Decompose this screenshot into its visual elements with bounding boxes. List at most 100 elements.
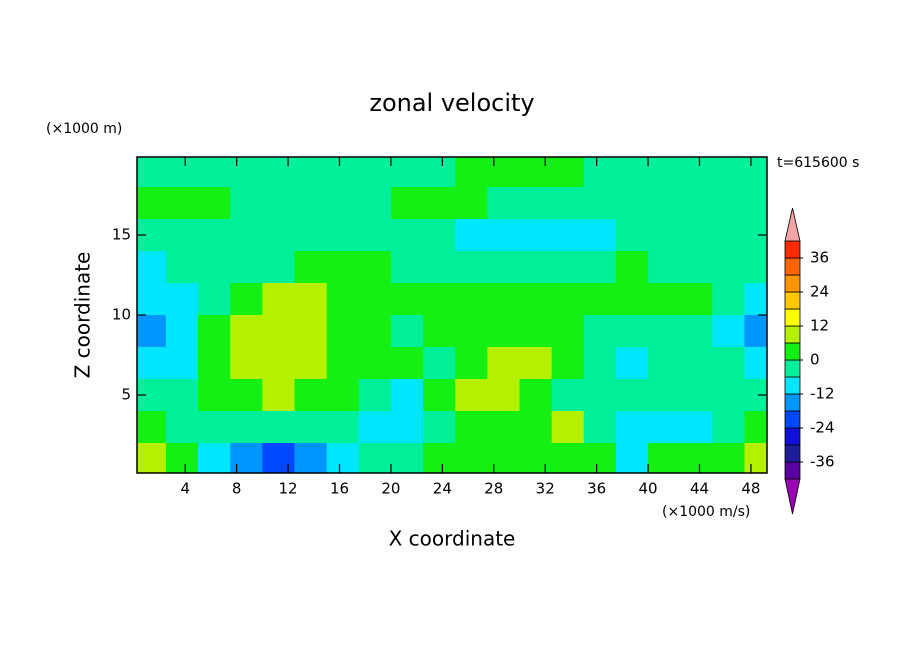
contour-cell bbox=[198, 157, 231, 188]
contour-cell bbox=[262, 219, 295, 252]
contour-cell bbox=[615, 283, 649, 316]
contour-cell bbox=[230, 411, 263, 444]
contour-cell bbox=[262, 379, 295, 412]
contour-cell bbox=[615, 379, 649, 412]
x-tick-label: 24 bbox=[433, 480, 452, 498]
contour-cell bbox=[165, 187, 199, 220]
colorbar-box bbox=[784, 342, 801, 361]
contour-cell bbox=[262, 443, 295, 474]
contour-cell bbox=[358, 411, 392, 444]
contour-cell bbox=[519, 443, 553, 474]
contour-cell bbox=[137, 251, 167, 284]
contour-cell bbox=[744, 315, 768, 348]
contour-cell bbox=[712, 347, 745, 380]
contour-cell bbox=[326, 283, 360, 316]
contour-cell bbox=[744, 251, 768, 284]
contour-cell bbox=[230, 251, 263, 284]
contour-cell bbox=[137, 347, 167, 380]
contour-cell bbox=[390, 347, 424, 380]
contour-cell bbox=[137, 411, 167, 444]
contour-cell bbox=[137, 315, 167, 348]
contour-cell bbox=[712, 157, 745, 188]
time-label: t=615600 s bbox=[777, 155, 859, 171]
contour-cell bbox=[519, 411, 553, 444]
contour-cell bbox=[551, 157, 585, 188]
contour-cell bbox=[615, 315, 649, 348]
contour-cell bbox=[262, 251, 295, 284]
colorbar-tick-label: 12 bbox=[810, 317, 829, 335]
contour-cell bbox=[519, 219, 553, 252]
contour-cell bbox=[294, 157, 328, 188]
colorbar-tick-label: -24 bbox=[810, 419, 835, 437]
contour-cell bbox=[648, 187, 681, 220]
contour-cell bbox=[198, 251, 231, 284]
contour-cell bbox=[519, 283, 553, 316]
contour-cell bbox=[551, 443, 585, 474]
contour-cell bbox=[583, 411, 617, 444]
contour-cell bbox=[423, 443, 456, 474]
contour-cell bbox=[230, 283, 263, 316]
contour-cell bbox=[487, 315, 520, 348]
contour-cell bbox=[712, 219, 745, 252]
contour-cell bbox=[358, 443, 392, 474]
x-tick-label: 28 bbox=[484, 480, 503, 498]
contour-cell bbox=[165, 251, 199, 284]
contour-cell bbox=[583, 315, 617, 348]
contour-cell bbox=[744, 283, 768, 316]
contour-cell bbox=[744, 443, 768, 474]
contour-cell bbox=[487, 347, 520, 380]
contour-cell bbox=[680, 315, 713, 348]
colorbar-triangle-high bbox=[784, 207, 801, 242]
contour-cell bbox=[230, 315, 263, 348]
colorbar-box bbox=[784, 461, 801, 480]
contour-cell bbox=[423, 411, 456, 444]
colorbar-triangle-low bbox=[784, 478, 801, 515]
contour-cell bbox=[165, 315, 199, 348]
contour-cell bbox=[519, 379, 553, 412]
y-tick-label: 10 bbox=[112, 306, 131, 324]
contour-cell bbox=[519, 251, 553, 284]
contour-cell bbox=[487, 187, 520, 220]
contour-cell bbox=[326, 219, 360, 252]
contour-cell bbox=[551, 379, 585, 412]
contour-cell bbox=[455, 315, 488, 348]
contour-cell bbox=[615, 187, 649, 220]
contour-cell bbox=[230, 443, 263, 474]
contour-cell bbox=[198, 379, 231, 412]
contour-cell bbox=[137, 443, 167, 474]
contour-cell bbox=[390, 157, 424, 188]
contour-cell bbox=[230, 219, 263, 252]
contour-cell bbox=[487, 251, 520, 284]
contour-cell bbox=[165, 347, 199, 380]
contour-cell bbox=[519, 157, 553, 188]
contour-cell bbox=[198, 187, 231, 220]
contour-cell bbox=[583, 283, 617, 316]
contour-cell bbox=[390, 283, 424, 316]
contour-cell bbox=[551, 347, 585, 380]
x-tick-label: 20 bbox=[381, 480, 400, 498]
contour-cell bbox=[551, 411, 585, 444]
contour-cell bbox=[326, 347, 360, 380]
contour-cell bbox=[712, 315, 745, 348]
contour-cell bbox=[165, 219, 199, 252]
contour-cell bbox=[326, 411, 360, 444]
contour-cell bbox=[648, 219, 681, 252]
colorbar-box bbox=[784, 359, 801, 378]
contour-cell bbox=[648, 347, 681, 380]
contour-cell bbox=[615, 443, 649, 474]
contour-cell bbox=[262, 187, 295, 220]
contour-cell bbox=[137, 187, 167, 220]
contour-cell bbox=[583, 347, 617, 380]
x-tick-label: 36 bbox=[587, 480, 606, 498]
contour-cell bbox=[648, 251, 681, 284]
contour-cell bbox=[137, 157, 167, 188]
contour-cell bbox=[294, 251, 328, 284]
contour-cell bbox=[326, 443, 360, 474]
contour-cell bbox=[198, 347, 231, 380]
colorbar-tick-label: -12 bbox=[810, 385, 835, 403]
colorbar-tick-label: 36 bbox=[810, 249, 829, 267]
contour-cell bbox=[198, 411, 231, 444]
contour-cell bbox=[455, 443, 488, 474]
contour-cell bbox=[165, 411, 199, 444]
contour-cell bbox=[551, 187, 585, 220]
